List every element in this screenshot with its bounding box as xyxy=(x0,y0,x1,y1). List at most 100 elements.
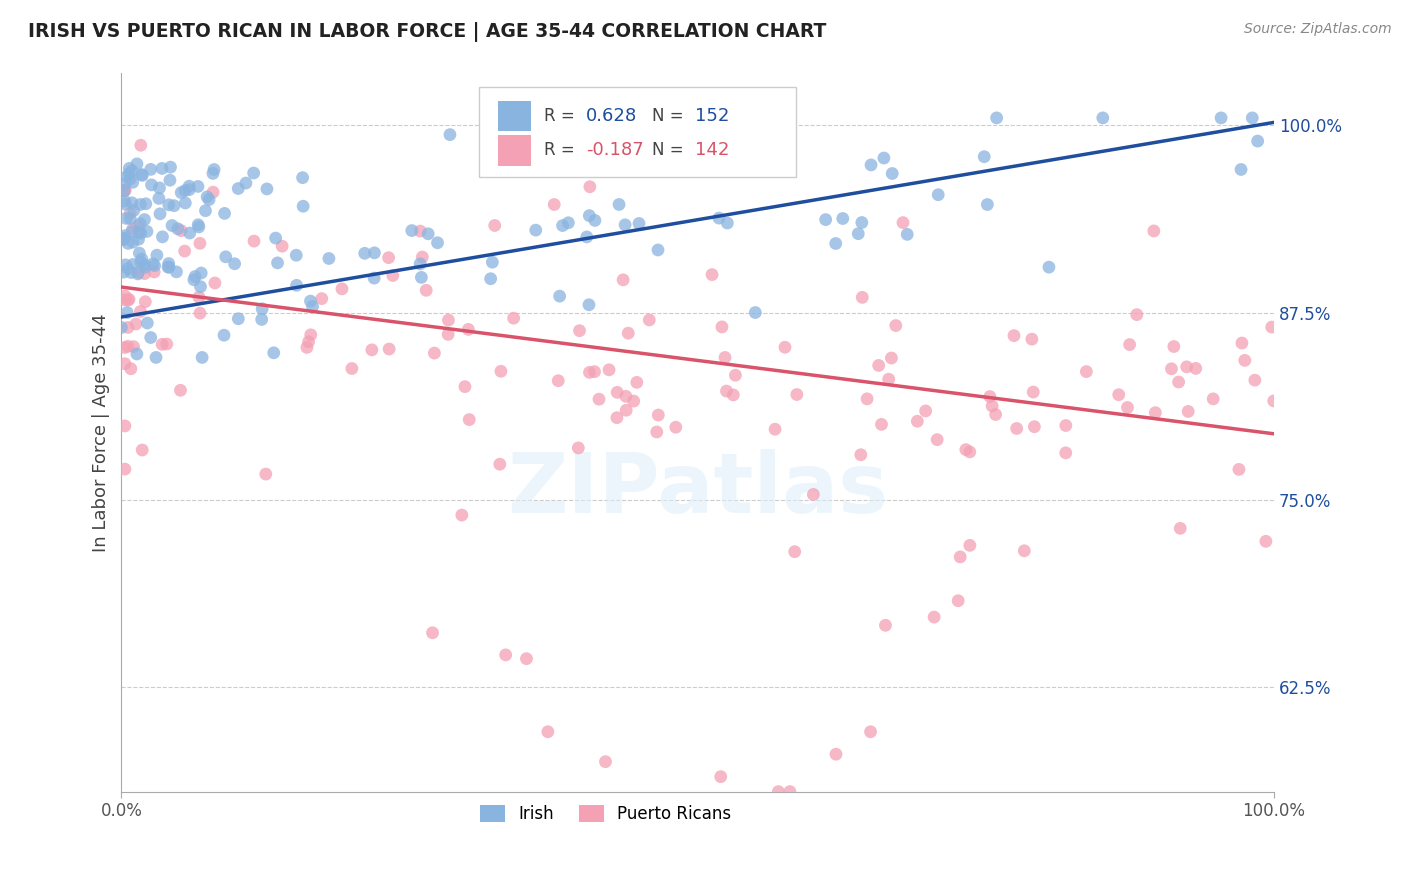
Point xyxy=(139,330,162,344)
Point xyxy=(1014,543,1036,558)
Point xyxy=(160,219,183,233)
Point xyxy=(114,418,136,433)
Point xyxy=(458,412,481,426)
Point xyxy=(122,258,145,272)
Point xyxy=(578,365,600,379)
Point xyxy=(378,342,401,356)
Point xyxy=(979,390,1001,404)
Point xyxy=(250,312,273,326)
Point xyxy=(115,211,138,226)
Point xyxy=(481,255,503,269)
Point xyxy=(723,388,745,402)
Point xyxy=(285,278,308,293)
Point xyxy=(1144,406,1167,420)
Point xyxy=(454,379,477,393)
Point xyxy=(118,166,141,180)
Point xyxy=(665,420,688,434)
Point xyxy=(450,508,472,522)
Text: 142: 142 xyxy=(696,142,730,160)
Point xyxy=(846,227,869,241)
Point xyxy=(1108,387,1130,401)
Point xyxy=(614,389,637,403)
Point xyxy=(1054,418,1077,433)
Point xyxy=(120,211,142,226)
Point xyxy=(548,289,571,303)
Point xyxy=(484,219,506,233)
Point xyxy=(598,363,620,377)
Point xyxy=(360,343,382,357)
Point xyxy=(495,648,517,662)
Point xyxy=(114,194,136,208)
Point xyxy=(156,337,179,351)
Point xyxy=(131,169,153,183)
Point xyxy=(1247,134,1270,148)
Point xyxy=(120,172,142,186)
Point xyxy=(214,206,236,220)
Point xyxy=(1002,328,1025,343)
Point xyxy=(183,273,205,287)
Point xyxy=(959,445,981,459)
Point xyxy=(537,724,560,739)
Point xyxy=(856,392,879,406)
Point xyxy=(426,235,449,250)
Point xyxy=(606,410,628,425)
FancyBboxPatch shape xyxy=(498,101,530,131)
Point xyxy=(297,334,319,349)
Point xyxy=(614,218,637,232)
Point xyxy=(120,206,142,220)
Point xyxy=(831,211,853,226)
Point xyxy=(884,318,907,333)
Point xyxy=(949,549,972,564)
Point xyxy=(202,162,225,177)
Point xyxy=(524,223,547,237)
Point xyxy=(112,265,135,279)
Point xyxy=(851,290,873,304)
Point xyxy=(117,236,139,251)
Point xyxy=(557,216,579,230)
Point xyxy=(614,403,637,417)
Point xyxy=(1233,353,1256,368)
Point xyxy=(174,196,197,211)
Text: N =: N = xyxy=(651,142,689,160)
Point xyxy=(204,276,226,290)
Point xyxy=(1091,111,1114,125)
Point xyxy=(224,257,246,271)
Point xyxy=(716,384,738,398)
Point xyxy=(543,197,565,211)
Point xyxy=(157,260,180,275)
Point xyxy=(187,179,209,194)
Point xyxy=(188,290,211,304)
Point xyxy=(1005,421,1028,435)
Point xyxy=(634,145,657,160)
Point xyxy=(439,128,461,142)
Point xyxy=(150,161,173,176)
Point xyxy=(1241,111,1264,125)
Point xyxy=(187,218,209,232)
Point xyxy=(318,252,340,266)
Point xyxy=(1175,359,1198,374)
Point xyxy=(311,292,333,306)
Point xyxy=(188,306,211,320)
Point xyxy=(184,269,207,284)
Point xyxy=(744,305,766,319)
Point xyxy=(515,651,537,665)
Point xyxy=(142,257,165,271)
Point xyxy=(575,230,598,244)
Point xyxy=(169,384,191,398)
Point xyxy=(607,197,630,211)
Text: ZIPatlas: ZIPatlas xyxy=(508,450,889,531)
Point xyxy=(710,770,733,784)
Point xyxy=(877,372,900,386)
Point xyxy=(118,161,141,176)
Point xyxy=(860,158,883,172)
Point xyxy=(115,169,138,184)
Point xyxy=(1244,373,1267,387)
Point xyxy=(114,228,136,243)
Point xyxy=(1202,392,1225,406)
Point xyxy=(134,258,156,272)
Point xyxy=(1163,339,1185,353)
Point xyxy=(1230,336,1253,351)
Point xyxy=(547,374,569,388)
Point xyxy=(143,259,166,273)
Point xyxy=(973,150,995,164)
